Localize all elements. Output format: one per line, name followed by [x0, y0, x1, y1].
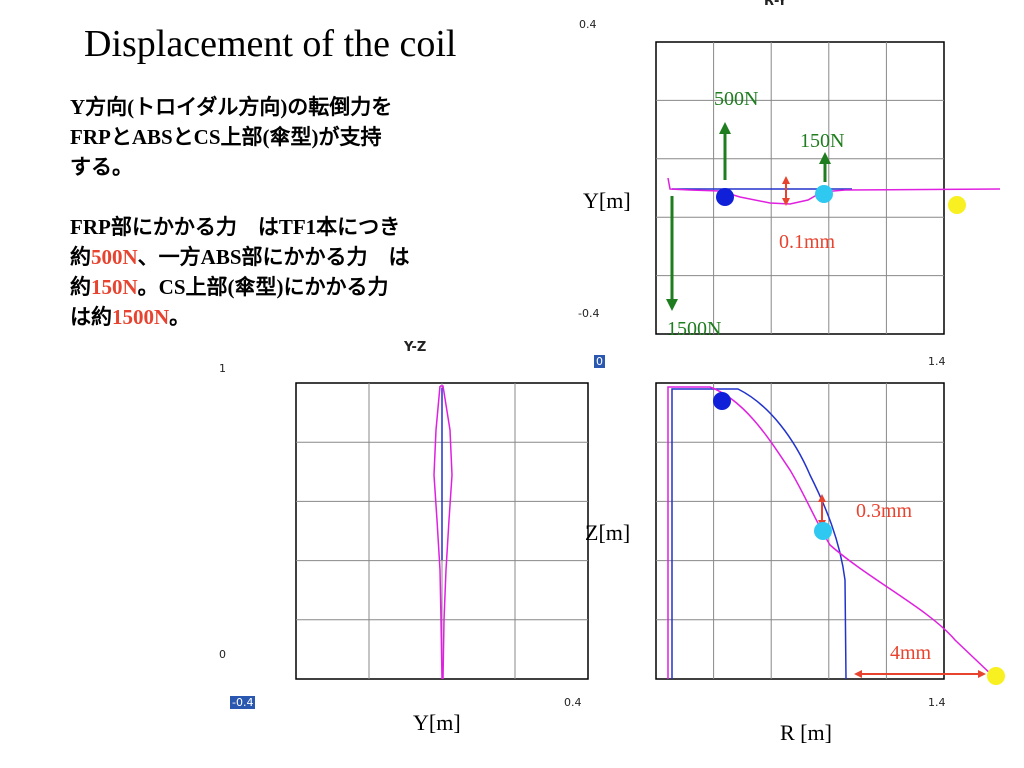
rz-y-axis-label: Z[m] [585, 520, 631, 545]
tick-text: -0.4 [230, 696, 256, 709]
text: は約 [70, 305, 112, 329]
ry-y-max-tick: 0.4 [579, 18, 597, 31]
yz-plot [295, 382, 589, 680]
description-line: Y方向(トロイダル方向)の転倒力を [70, 95, 393, 119]
disp-label-4mm: 4mm [890, 642, 932, 664]
text: 約 [70, 275, 91, 299]
text: 約 [70, 245, 91, 269]
force-line: 約150N。CS上部(傘型)にかかる力 [70, 272, 520, 302]
force-value-abs: 150N [91, 275, 138, 299]
text: 。 [169, 305, 191, 329]
ry-gridlines [656, 42, 944, 334]
marker-cyan-rz [814, 522, 832, 540]
rz-x-axis-label: R [m] [780, 720, 832, 745]
text: 。CS上部(傘型)にかかる力 [137, 275, 389, 299]
description-line: する。 [70, 155, 133, 179]
marker-dark-blue-ry [716, 188, 734, 206]
description-paragraph: Y方向(トロイダル方向)の転倒力を FRPとABSとCS上部(傘型)が支持 する… [70, 92, 520, 182]
rz-original-shape [671, 388, 847, 680]
text: 、一方ABS部にかかる力 は [137, 245, 410, 269]
rz-plot [655, 382, 1005, 685]
ry-plot-title: R-Y [764, 0, 787, 9]
force-value-cs: 1500N [112, 305, 170, 329]
rz-x-max-tick: 1.4 [928, 696, 946, 709]
disp-label-ry: 0.1mm [779, 231, 836, 253]
force-label-1500n: 1500N [667, 318, 722, 340]
ry-plot-frame [655, 41, 945, 335]
force-line: FRP部にかかる力 はTF1本につき [70, 215, 401, 239]
yz-x-max-tick: 0.4 [564, 696, 582, 709]
marker-yellow-ry [948, 196, 966, 214]
rz-deformed-shape [667, 386, 996, 679]
yz-deformed-right [440, 385, 453, 680]
yz-deformed-left [433, 385, 443, 680]
yz-x-min-tick: -0.4 [230, 696, 256, 709]
marker-dark-blue-rz [713, 392, 731, 410]
ry-y-min-tick: -0.4 [578, 307, 600, 320]
rz-plot-frame [655, 382, 945, 680]
marker-cyan-ry [815, 185, 833, 203]
force-label-150n: 150N [800, 130, 845, 152]
disp-label-rz: 0.3mm [856, 500, 913, 522]
force-label-500n: 500N [714, 88, 759, 110]
yz-axis-label: Y[m] [413, 710, 461, 735]
slide-title: Displacement of the coil [84, 23, 457, 65]
yz-plot-title: Y-Z [404, 340, 427, 355]
ry-plot [655, 41, 1001, 335]
force-line: 約500N、一方ABS部にかかる力 は [70, 242, 520, 272]
ry-x-max-tick: 1.4 [928, 355, 946, 368]
ry-x-min-tick: 0 [594, 355, 605, 368]
force-line: は約1500N。 [70, 302, 520, 332]
yz-y-min-tick: 0 [219, 648, 226, 661]
marker-yellow-rz [987, 667, 1005, 685]
force-paragraph: FRP部にかかる力 はTF1本につき 約500N、一方ABS部にかかる力 は 約… [70, 212, 520, 332]
force-value-frp: 500N [91, 245, 138, 269]
description-line: FRPとABSとCS上部(傘型)が支持 [70, 125, 382, 149]
yz-y-max-tick: 1 [219, 362, 226, 375]
tick-text: 0 [594, 355, 605, 368]
ry-axis-label: Y[m] [583, 188, 631, 213]
